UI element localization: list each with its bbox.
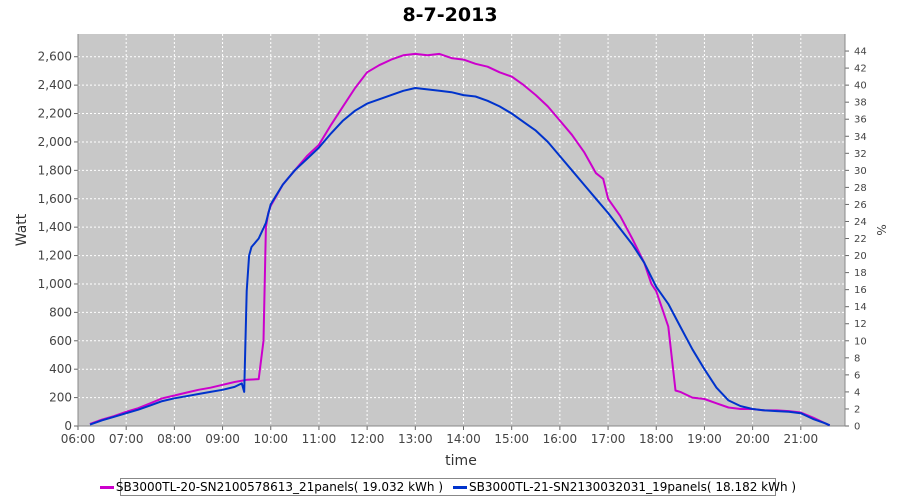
y2-tick-label: 6 bbox=[854, 370, 860, 381]
y2-tick-label: 24 bbox=[854, 217, 867, 228]
y-tick-label: 2,000 bbox=[38, 135, 72, 149]
x-tick-label: 12:00 bbox=[350, 432, 385, 446]
y-axis-label: Watt bbox=[14, 213, 30, 246]
y-tick-label: 2,600 bbox=[38, 50, 72, 64]
y-tick-label: 1,000 bbox=[38, 277, 72, 291]
plot-area bbox=[78, 34, 845, 426]
x-tick-label: 10:00 bbox=[253, 432, 288, 446]
y2-tick-label: 16 bbox=[854, 285, 867, 296]
y2-tick-label: 18 bbox=[854, 268, 867, 279]
y2-tick-label: 26 bbox=[854, 200, 867, 211]
series-lines bbox=[89, 52, 831, 427]
y2-tick-label: 38 bbox=[854, 98, 867, 109]
x-tick-label: 06:00 bbox=[61, 432, 96, 446]
chart-svg: 06:00 07:00 08:00 09:00 10:00 11:00 12:00 13:00… bbox=[14, 34, 888, 469]
y2-tick-label: 14 bbox=[854, 302, 867, 313]
x-tick-label: 17:00 bbox=[591, 432, 626, 446]
y2-tick-label: 20 bbox=[854, 251, 867, 262]
x-tick-label: 07:00 bbox=[109, 432, 144, 446]
y2-tick-label: 0 bbox=[854, 422, 860, 433]
y-axis-left: 0 200 400 600 800 1,000 1,200 1,400 1,600 1,800 2,… bbox=[38, 34, 79, 433]
series-line-1 bbox=[89, 52, 831, 427]
x-tick-label: 20:00 bbox=[735, 432, 770, 446]
y2-axis-label: % bbox=[874, 224, 888, 235]
y-tick-label: 1,800 bbox=[38, 163, 72, 177]
y-tick-label: 2,400 bbox=[38, 78, 72, 92]
series-line-2 bbox=[89, 87, 831, 427]
legend-swatch-series-1 bbox=[99, 485, 114, 489]
x-tick-label: 18:00 bbox=[639, 432, 674, 446]
y-tick-label: 1,600 bbox=[38, 192, 72, 206]
y2-tick-label: 22 bbox=[854, 234, 867, 245]
y2-tick-label: 32 bbox=[854, 149, 867, 160]
y-tick-label: 2,200 bbox=[38, 107, 72, 121]
y2-tick-label: 2 bbox=[854, 404, 860, 415]
y2-tick-label: 28 bbox=[854, 183, 867, 194]
y-tick-label: 200 bbox=[49, 391, 72, 405]
y-tick-label: 0 bbox=[64, 419, 72, 433]
y-tick-label: 400 bbox=[49, 362, 72, 376]
y2-tick-label: 4 bbox=[854, 387, 860, 398]
x-tick-label: 08:00 bbox=[157, 432, 192, 446]
legend: SB3000TL-20-SN2100578613_21panels( 19.03… bbox=[99, 478, 796, 496]
x-tick-label: 14:00 bbox=[446, 432, 481, 446]
y2-tick-label: 8 bbox=[854, 353, 860, 364]
x-tick-label: 19:00 bbox=[687, 432, 722, 446]
legend-label-series-1: SB3000TL-20-SN2100578613_21panels( 19.03… bbox=[115, 480, 443, 494]
y2-tick-label: 30 bbox=[854, 166, 867, 177]
legend-item-series-2: SB3000TL-21-SN2130032031_19panels( 18.18… bbox=[453, 480, 796, 494]
y-tick-label: 800 bbox=[49, 305, 72, 319]
x-tick-label: 13:00 bbox=[398, 432, 433, 446]
legend-item-series-1: SB3000TL-20-SN2100578613_21panels( 19.03… bbox=[99, 480, 443, 494]
y2-tick-label: 40 bbox=[854, 81, 867, 92]
y-axis-right: 0246810121416182022242628303234363840424… bbox=[844, 34, 867, 433]
y2-tick-label: 12 bbox=[854, 319, 867, 330]
x-tick-label: 21:00 bbox=[784, 432, 819, 446]
y2-tick-label: 42 bbox=[854, 64, 867, 75]
chart-title: 8-7-2013 bbox=[402, 4, 498, 26]
y-tick-label: 1,200 bbox=[38, 249, 72, 263]
y2-tick-label: 34 bbox=[854, 132, 867, 143]
x-tick-label: 09:00 bbox=[205, 432, 240, 446]
x-tick-label: 16:00 bbox=[543, 432, 578, 446]
y2-tick-label: 44 bbox=[854, 47, 867, 58]
x-axis-label: time bbox=[445, 453, 477, 469]
y-tick-label: 1,400 bbox=[38, 220, 72, 234]
legend-swatch-series-2 bbox=[453, 485, 467, 489]
y2-tick-label: 10 bbox=[854, 336, 867, 347]
x-tick-label: 11:00 bbox=[302, 432, 337, 446]
x-axis: 06:00 07:00 08:00 09:00 10:00 11:00 12:00 13:00… bbox=[61, 425, 845, 446]
x-tick-label: 15:00 bbox=[494, 432, 529, 446]
legend-label-series-2: SB3000TL-21-SN2130032031_19panels( 18.18… bbox=[469, 480, 797, 494]
y2-tick-label: 36 bbox=[854, 115, 867, 126]
y-tick-label: 600 bbox=[49, 334, 72, 348]
